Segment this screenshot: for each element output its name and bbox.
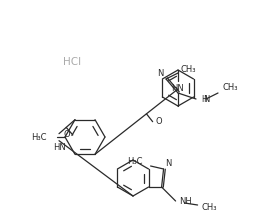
Text: O: O (156, 117, 162, 126)
Text: CH₃: CH₃ (180, 66, 196, 74)
Text: H: H (201, 95, 207, 105)
Text: N: N (203, 95, 209, 105)
Text: O: O (63, 130, 70, 139)
Text: H₃C: H₃C (127, 157, 143, 167)
Text: N: N (166, 159, 172, 168)
Text: CH₃: CH₃ (222, 83, 238, 93)
Text: NH: NH (179, 198, 192, 206)
Text: HN: HN (171, 84, 183, 93)
Text: N: N (158, 69, 164, 78)
Text: HN: HN (54, 143, 66, 152)
Text: HCl: HCl (63, 57, 81, 67)
Text: CH₃: CH₃ (202, 202, 217, 211)
Text: H₃C: H₃C (32, 132, 47, 142)
